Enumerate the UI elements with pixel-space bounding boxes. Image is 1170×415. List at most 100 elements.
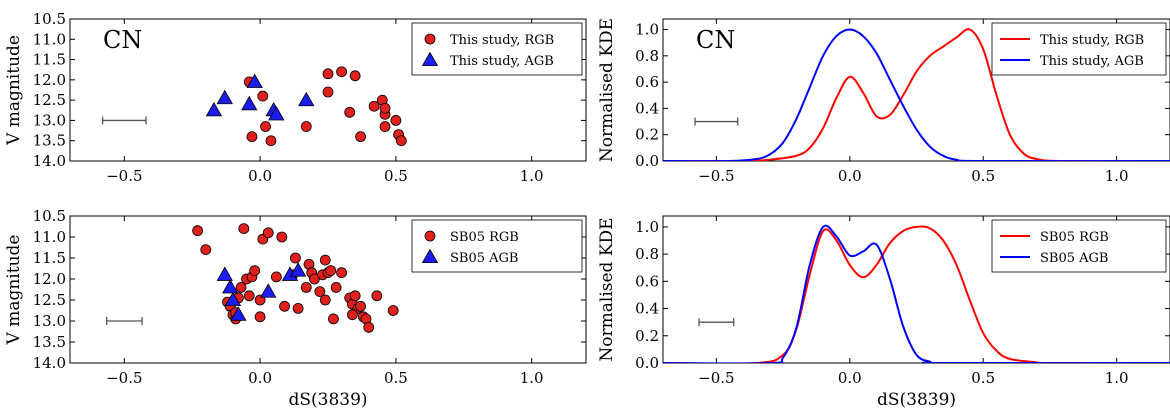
legend-label: This study, RGB: [1040, 33, 1144, 48]
data-point: [257, 90, 269, 102]
data-point: [279, 300, 290, 312]
legend-marker: [421, 51, 439, 67]
y-tick-label: 12.5: [33, 291, 66, 309]
kde-curve-agb: [663, 28, 1170, 161]
legend-label: SB05 AGB: [450, 251, 518, 266]
plot-area: [663, 224, 1170, 363]
data-point: [230, 306, 247, 321]
series-agb: [216, 262, 307, 321]
y-tick-label: 0.0: [635, 354, 659, 372]
legend-label: SB05 RGB: [1040, 230, 1109, 245]
data-point: [314, 286, 326, 298]
x-tick-label: 1.0: [520, 167, 544, 185]
data-point: [319, 254, 331, 266]
data-point: [205, 101, 223, 117]
panel-tag: CN: [696, 26, 735, 54]
x-tick-label: 1.0: [1105, 167, 1129, 185]
data-point: [216, 266, 233, 281]
kde-curve-rgb: [663, 225, 1170, 363]
data-point: [322, 86, 334, 98]
kde-curve-rgb: [663, 28, 1170, 161]
y-tick-label: 13.5: [33, 333, 66, 351]
data-point: [349, 70, 361, 82]
plot-area: [192, 223, 399, 333]
legend-box: [991, 219, 1167, 273]
error-bar: [106, 317, 143, 325]
data-point: [289, 262, 307, 277]
data-point: [292, 302, 304, 314]
data-point: [238, 223, 250, 235]
y-tick-label: 11.5: [33, 51, 66, 69]
x-tick-label: 0.5: [384, 369, 408, 387]
data-point: [344, 106, 356, 118]
x-tick-label: −0.5: [698, 167, 734, 185]
data-point: [298, 91, 315, 107]
panel-bottom-right: −0.5 0.0 0.5 1.0 0.0 0.2 0.4 0.6 0.8 1.0 Normalise…: [597, 215, 1170, 410]
y-tick-label: 1.0: [635, 21, 659, 39]
x-tick-label: 0.0: [248, 369, 272, 387]
data-point: [363, 321, 375, 333]
y-tick-label: 0.6: [635, 272, 659, 290]
x-axis-title: dS(3839): [288, 390, 367, 410]
data-point: [336, 66, 347, 78]
x-tick-label: −0.5: [106, 167, 142, 185]
data-point: [268, 106, 285, 121]
legend-label: SB05 RGB: [450, 230, 519, 245]
x-tick-label: −0.5: [698, 369, 734, 387]
y-tick-label: 11.0: [33, 30, 66, 48]
data-point: [330, 281, 342, 293]
y-tick-label: 0.6: [635, 73, 659, 91]
data-point: [249, 265, 261, 277]
legend-label: This study, AGB: [1040, 54, 1144, 69]
legend: SB05 RGB SB05 AGB: [991, 219, 1167, 273]
y-tick-label: 11.0: [33, 228, 66, 246]
error-bar: [101, 116, 147, 125]
data-point: [224, 291, 242, 307]
data-point: [260, 283, 277, 298]
series-rgb: [243, 66, 407, 147]
x-tick-label: 0.5: [971, 369, 995, 387]
y-tick-label: 14.0: [33, 354, 66, 372]
legend-marker: [424, 33, 436, 45]
error-bar: [698, 318, 735, 327]
data-point: [395, 135, 407, 147]
legend-box: [411, 219, 583, 273]
y-tick-label: 10.5: [33, 207, 66, 225]
legend: This study, RGB This study, AGB: [411, 22, 583, 76]
y-tick-label: 0.4: [635, 300, 659, 318]
y-tick-label: 0.2: [635, 327, 659, 345]
axes-frame: [662, 18, 1170, 162]
data-point: [254, 311, 266, 323]
legend: SB05 RGB SB05 AGB: [411, 219, 583, 273]
data-point: [368, 100, 380, 112]
y-tick-label: 12.0: [33, 270, 66, 288]
plot-area: [663, 28, 1170, 161]
data-point: [276, 231, 288, 243]
data-point: [328, 313, 339, 325]
x-tick-label: 0.0: [838, 167, 862, 185]
y-tick-label: 11.5: [33, 249, 66, 267]
data-point: [243, 290, 255, 302]
data-point: [260, 121, 271, 132]
y-tick-label: 0.4: [635, 99, 659, 117]
data-point: [262, 227, 274, 239]
axes-frame: [69, 18, 587, 162]
y-axis-title: V magnitude: [4, 35, 24, 146]
legend-label: This study, RGB: [450, 33, 554, 48]
y-tick-label: 13.5: [33, 132, 66, 150]
x-tick-label: −0.5: [106, 369, 142, 387]
data-point: [371, 290, 383, 302]
data-point: [325, 265, 337, 277]
y-axis-title: V magnitude: [4, 235, 24, 346]
series-agb: [205, 73, 315, 121]
data-point: [390, 115, 402, 126]
data-point: [379, 102, 391, 114]
y-tick-label: 0.0: [635, 152, 659, 170]
legend: This study, RGB This study, AGB: [991, 22, 1167, 76]
panel-tag: CN: [103, 26, 142, 54]
legend-marker: [421, 248, 439, 264]
y-axis-title: Normalised KDE: [597, 18, 617, 162]
data-point: [322, 68, 334, 80]
y-tick-label: 12.0: [33, 71, 66, 89]
